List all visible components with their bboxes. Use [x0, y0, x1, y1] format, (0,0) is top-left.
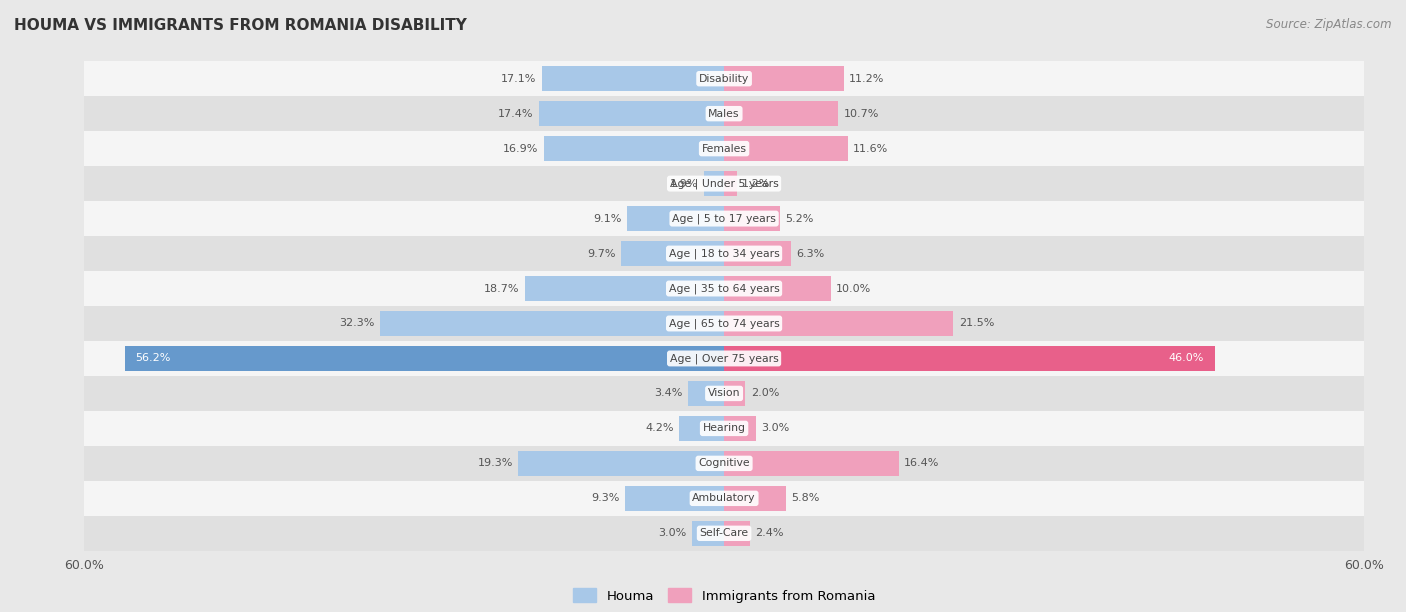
Bar [524, 276, 724, 301]
Bar [724, 276, 831, 301]
Text: 16.4%: 16.4% [904, 458, 939, 468]
Bar [724, 171, 737, 196]
Bar [724, 486, 786, 511]
Bar [620, 241, 724, 266]
Bar [724, 346, 1215, 371]
Text: 3.0%: 3.0% [762, 424, 790, 433]
Text: Females: Females [702, 144, 747, 154]
Bar [84, 306, 1364, 341]
Text: 3.0%: 3.0% [658, 528, 686, 539]
Bar [724, 136, 848, 161]
Bar [724, 521, 749, 546]
Text: 2.0%: 2.0% [751, 389, 779, 398]
Text: 19.3%: 19.3% [478, 458, 513, 468]
Bar [84, 131, 1364, 166]
Bar [544, 136, 724, 161]
Text: Source: ZipAtlas.com: Source: ZipAtlas.com [1267, 18, 1392, 31]
Text: Vision: Vision [707, 389, 741, 398]
Bar [84, 166, 1364, 201]
Text: 5.2%: 5.2% [785, 214, 813, 223]
Bar [380, 311, 724, 336]
Text: Disability: Disability [699, 73, 749, 84]
Text: Self-Care: Self-Care [700, 528, 748, 539]
Text: Ambulatory: Ambulatory [692, 493, 756, 503]
Bar [724, 241, 792, 266]
Bar [624, 486, 724, 511]
Text: 46.0%: 46.0% [1168, 354, 1204, 364]
Text: 9.3%: 9.3% [592, 493, 620, 503]
Text: 6.3%: 6.3% [797, 248, 825, 258]
Bar [84, 271, 1364, 306]
Bar [724, 206, 779, 231]
Text: 9.7%: 9.7% [586, 248, 616, 258]
Text: Age | 5 to 17 years: Age | 5 to 17 years [672, 214, 776, 224]
Bar [84, 376, 1364, 411]
Text: Males: Males [709, 109, 740, 119]
Text: 1.2%: 1.2% [742, 179, 770, 188]
Bar [84, 481, 1364, 516]
Text: 5.8%: 5.8% [792, 493, 820, 503]
Text: Age | 65 to 74 years: Age | 65 to 74 years [669, 318, 779, 329]
Bar [84, 61, 1364, 96]
Bar [84, 446, 1364, 481]
Bar [724, 381, 745, 406]
Text: 16.9%: 16.9% [503, 144, 538, 154]
Bar [724, 311, 953, 336]
Text: 9.1%: 9.1% [593, 214, 621, 223]
Legend: Houma, Immigrants from Romania: Houma, Immigrants from Romania [568, 583, 880, 608]
Bar [84, 411, 1364, 446]
Text: Age | Under 5 years: Age | Under 5 years [669, 178, 779, 189]
Text: Age | 18 to 34 years: Age | 18 to 34 years [669, 248, 779, 259]
Bar [84, 96, 1364, 131]
Text: 17.4%: 17.4% [498, 109, 533, 119]
Bar [688, 381, 724, 406]
Bar [84, 201, 1364, 236]
Text: 18.7%: 18.7% [484, 283, 519, 294]
Bar [724, 101, 838, 126]
Text: 10.0%: 10.0% [837, 283, 872, 294]
Text: 2.4%: 2.4% [755, 528, 783, 539]
Bar [692, 521, 724, 546]
Text: Age | Over 75 years: Age | Over 75 years [669, 353, 779, 364]
Bar [84, 516, 1364, 551]
Bar [125, 346, 724, 371]
Text: 56.2%: 56.2% [135, 354, 172, 364]
Text: 11.2%: 11.2% [849, 73, 884, 84]
Text: 11.6%: 11.6% [853, 144, 889, 154]
Text: 10.7%: 10.7% [844, 109, 879, 119]
Bar [724, 451, 898, 476]
Text: HOUMA VS IMMIGRANTS FROM ROMANIA DISABILITY: HOUMA VS IMMIGRANTS FROM ROMANIA DISABIL… [14, 18, 467, 34]
Bar [538, 101, 724, 126]
Bar [704, 171, 724, 196]
Bar [724, 66, 844, 91]
Bar [84, 236, 1364, 271]
Bar [627, 206, 724, 231]
Text: Hearing: Hearing [703, 424, 745, 433]
Text: 4.2%: 4.2% [645, 424, 673, 433]
Bar [541, 66, 724, 91]
Bar [724, 416, 756, 441]
Text: 17.1%: 17.1% [501, 73, 537, 84]
Text: 1.9%: 1.9% [671, 179, 699, 188]
Bar [84, 341, 1364, 376]
Text: 32.3%: 32.3% [339, 318, 374, 329]
Text: 3.4%: 3.4% [654, 389, 682, 398]
Text: 21.5%: 21.5% [959, 318, 994, 329]
Bar [519, 451, 724, 476]
Text: Cognitive: Cognitive [699, 458, 749, 468]
Bar [679, 416, 724, 441]
Text: Age | 35 to 64 years: Age | 35 to 64 years [669, 283, 779, 294]
